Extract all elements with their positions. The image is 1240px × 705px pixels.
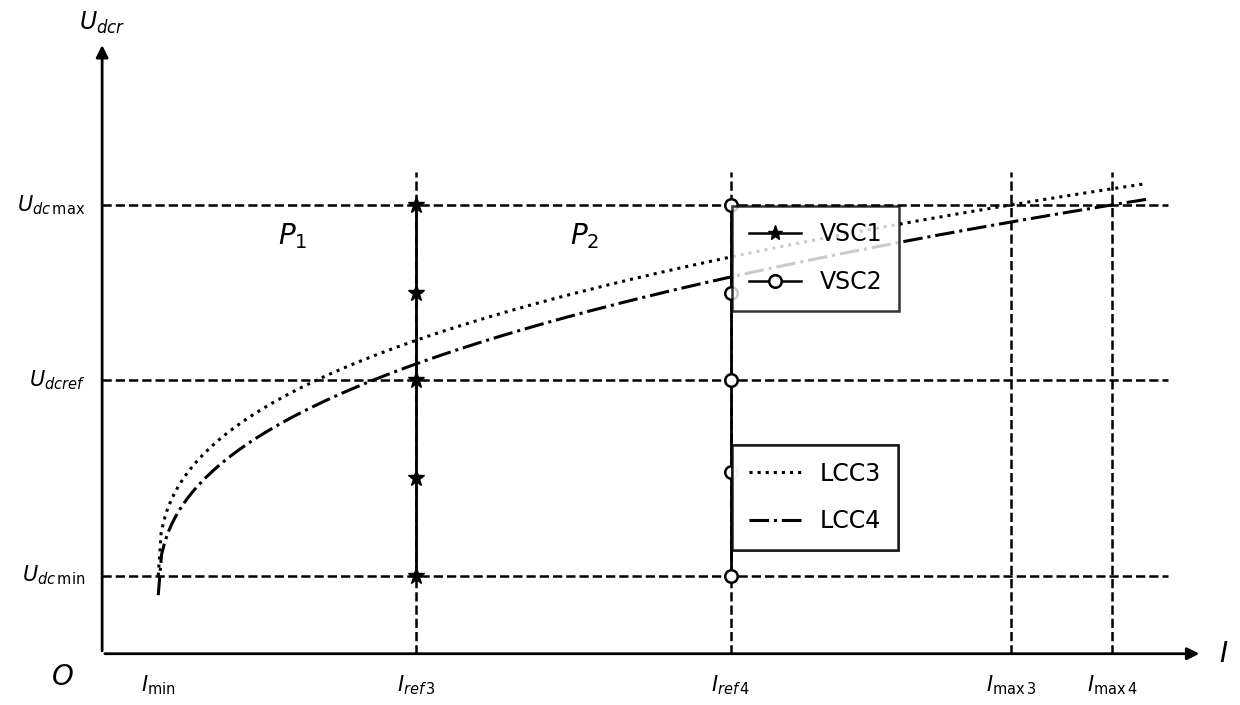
Text: $I_{\max\,4}$: $I_{\max\,4}$ (1087, 673, 1138, 697)
Text: $U_{dcr}$: $U_{dcr}$ (79, 9, 125, 36)
Text: $P_1$: $P_1$ (278, 221, 308, 251)
Text: $I_{ref\,4}$: $I_{ref\,4}$ (712, 673, 750, 697)
Text: $I_{\max\,3}$: $I_{\max\,3}$ (986, 673, 1037, 697)
Text: $U_{dcref}$: $U_{dcref}$ (29, 369, 86, 392)
Legend: LCC3, LCC4: LCC3, LCC4 (733, 445, 898, 550)
Text: $U_{dc\,\min}$: $U_{dc\,\min}$ (22, 564, 86, 587)
Text: $I_{\min}$: $I_{\min}$ (141, 673, 176, 697)
Text: $P_2$: $P_2$ (570, 221, 599, 251)
Text: $I$: $I$ (1219, 639, 1229, 668)
Text: $U_{dc\,\max}$: $U_{dc\,\max}$ (17, 193, 86, 216)
Text: $I_{ref\,3}$: $I_{ref\,3}$ (397, 673, 435, 697)
Text: $O$: $O$ (51, 663, 74, 692)
